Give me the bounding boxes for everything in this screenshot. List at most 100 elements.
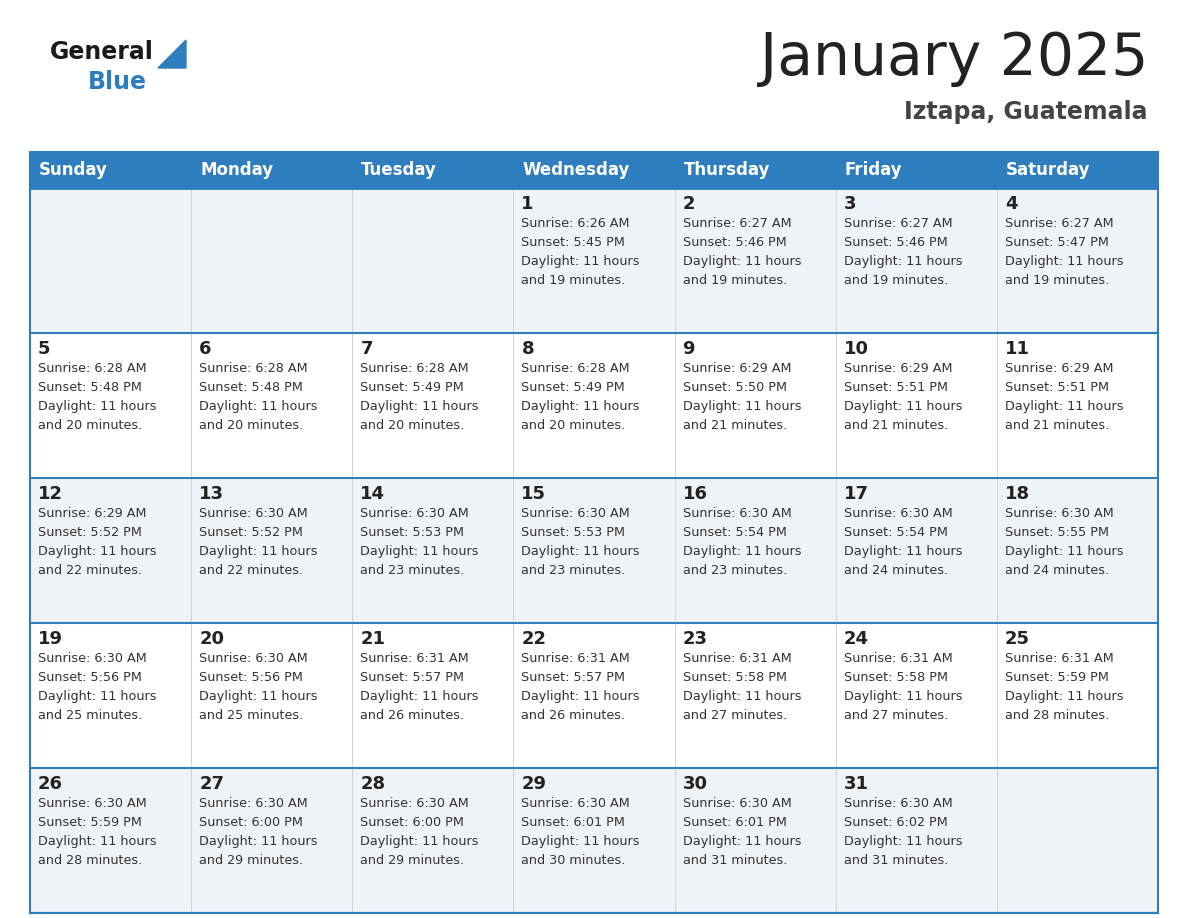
Text: January 2025: January 2025 — [759, 30, 1148, 87]
Text: 23: 23 — [683, 630, 708, 648]
Text: and 21 minutes.: and 21 minutes. — [1005, 419, 1110, 432]
Text: Thursday: Thursday — [683, 161, 770, 179]
Text: and 19 minutes.: and 19 minutes. — [683, 274, 786, 287]
Text: and 19 minutes.: and 19 minutes. — [1005, 274, 1110, 287]
Text: Sunrise: 6:30 AM: Sunrise: 6:30 AM — [522, 507, 630, 520]
Text: 15: 15 — [522, 485, 546, 503]
Text: 26: 26 — [38, 775, 63, 793]
Text: Daylight: 11 hours: Daylight: 11 hours — [683, 835, 801, 848]
Text: 18: 18 — [1005, 485, 1030, 503]
Text: Sunset: 5:47 PM: Sunset: 5:47 PM — [1005, 236, 1108, 249]
Text: and 20 minutes.: and 20 minutes. — [38, 419, 143, 432]
Text: 19: 19 — [38, 630, 63, 648]
Text: and 22 minutes.: and 22 minutes. — [38, 564, 143, 577]
Bar — [30, 478, 1158, 623]
Text: Sunrise: 6:30 AM: Sunrise: 6:30 AM — [360, 507, 469, 520]
Text: Sunset: 6:02 PM: Sunset: 6:02 PM — [843, 816, 948, 829]
Text: Daylight: 11 hours: Daylight: 11 hours — [360, 400, 479, 413]
Text: Daylight: 11 hours: Daylight: 11 hours — [843, 690, 962, 703]
Text: Daylight: 11 hours: Daylight: 11 hours — [200, 835, 317, 848]
Text: and 28 minutes.: and 28 minutes. — [38, 854, 143, 867]
Text: Sunset: 5:59 PM: Sunset: 5:59 PM — [1005, 671, 1108, 684]
Text: Sunset: 5:57 PM: Sunset: 5:57 PM — [522, 671, 625, 684]
Text: Sunset: 5:56 PM: Sunset: 5:56 PM — [200, 671, 303, 684]
Bar — [30, 152, 1158, 913]
Text: Sunrise: 6:30 AM: Sunrise: 6:30 AM — [1005, 507, 1113, 520]
Text: 21: 21 — [360, 630, 385, 648]
Text: 17: 17 — [843, 485, 868, 503]
Text: 14: 14 — [360, 485, 385, 503]
Text: 16: 16 — [683, 485, 708, 503]
Text: Sunrise: 6:26 AM: Sunrise: 6:26 AM — [522, 217, 630, 230]
Text: Sunrise: 6:31 AM: Sunrise: 6:31 AM — [360, 652, 469, 665]
Bar — [30, 623, 1158, 768]
Text: Sunrise: 6:30 AM: Sunrise: 6:30 AM — [38, 652, 147, 665]
Text: and 22 minutes.: and 22 minutes. — [200, 564, 303, 577]
Text: 5: 5 — [38, 340, 51, 358]
Text: Wednesday: Wednesday — [523, 161, 630, 179]
Text: Daylight: 11 hours: Daylight: 11 hours — [522, 255, 640, 268]
Text: Sunrise: 6:28 AM: Sunrise: 6:28 AM — [522, 362, 630, 375]
Text: 28: 28 — [360, 775, 385, 793]
Text: Sunset: 5:53 PM: Sunset: 5:53 PM — [522, 526, 625, 539]
Text: Blue: Blue — [88, 70, 147, 94]
Text: Daylight: 11 hours: Daylight: 11 hours — [843, 545, 962, 558]
Text: 22: 22 — [522, 630, 546, 648]
Text: Sunrise: 6:30 AM: Sunrise: 6:30 AM — [200, 507, 308, 520]
Text: Sunset: 6:01 PM: Sunset: 6:01 PM — [522, 816, 625, 829]
Text: Sunset: 5:46 PM: Sunset: 5:46 PM — [683, 236, 786, 249]
Text: Sunrise: 6:31 AM: Sunrise: 6:31 AM — [843, 652, 953, 665]
Text: 11: 11 — [1005, 340, 1030, 358]
Text: Sunset: 5:48 PM: Sunset: 5:48 PM — [200, 381, 303, 394]
Text: Tuesday: Tuesday — [361, 161, 437, 179]
Text: and 19 minutes.: and 19 minutes. — [522, 274, 626, 287]
Text: and 24 minutes.: and 24 minutes. — [843, 564, 948, 577]
Text: Sunrise: 6:27 AM: Sunrise: 6:27 AM — [843, 217, 953, 230]
Text: General: General — [50, 40, 154, 64]
Text: Daylight: 11 hours: Daylight: 11 hours — [522, 545, 640, 558]
Text: and 21 minutes.: and 21 minutes. — [843, 419, 948, 432]
Text: Sunset: 5:54 PM: Sunset: 5:54 PM — [843, 526, 948, 539]
Text: 27: 27 — [200, 775, 225, 793]
Text: and 23 minutes.: and 23 minutes. — [522, 564, 626, 577]
Text: Sunset: 5:49 PM: Sunset: 5:49 PM — [522, 381, 625, 394]
Bar — [30, 188, 1158, 333]
Text: 29: 29 — [522, 775, 546, 793]
Text: Sunrise: 6:28 AM: Sunrise: 6:28 AM — [360, 362, 469, 375]
Text: Daylight: 11 hours: Daylight: 11 hours — [1005, 545, 1124, 558]
Text: and 20 minutes.: and 20 minutes. — [522, 419, 626, 432]
Text: Saturday: Saturday — [1006, 161, 1091, 179]
Text: Sunrise: 6:29 AM: Sunrise: 6:29 AM — [843, 362, 953, 375]
Text: Daylight: 11 hours: Daylight: 11 hours — [38, 400, 157, 413]
Text: Sunset: 5:51 PM: Sunset: 5:51 PM — [1005, 381, 1108, 394]
Text: Sunrise: 6:30 AM: Sunrise: 6:30 AM — [843, 797, 953, 810]
Polygon shape — [158, 40, 187, 68]
Bar — [30, 152, 1158, 188]
Bar — [30, 333, 1158, 478]
Text: Sunset: 5:48 PM: Sunset: 5:48 PM — [38, 381, 141, 394]
Text: Iztapa, Guatemala: Iztapa, Guatemala — [904, 100, 1148, 124]
Text: Sunset: 6:00 PM: Sunset: 6:00 PM — [360, 816, 465, 829]
Text: 24: 24 — [843, 630, 868, 648]
Text: Sunset: 5:58 PM: Sunset: 5:58 PM — [683, 671, 786, 684]
Text: Daylight: 11 hours: Daylight: 11 hours — [38, 545, 157, 558]
Text: Sunrise: 6:30 AM: Sunrise: 6:30 AM — [200, 652, 308, 665]
Text: Daylight: 11 hours: Daylight: 11 hours — [522, 400, 640, 413]
Text: Sunset: 5:59 PM: Sunset: 5:59 PM — [38, 816, 141, 829]
Text: 9: 9 — [683, 340, 695, 358]
Text: Sunset: 5:45 PM: Sunset: 5:45 PM — [522, 236, 625, 249]
Text: 2: 2 — [683, 195, 695, 213]
Text: and 31 minutes.: and 31 minutes. — [843, 854, 948, 867]
Text: 13: 13 — [200, 485, 225, 503]
Text: Sunrise: 6:30 AM: Sunrise: 6:30 AM — [843, 507, 953, 520]
Bar — [30, 768, 1158, 913]
Text: and 27 minutes.: and 27 minutes. — [683, 709, 786, 722]
Text: 7: 7 — [360, 340, 373, 358]
Text: Sunrise: 6:31 AM: Sunrise: 6:31 AM — [522, 652, 630, 665]
Text: Daylight: 11 hours: Daylight: 11 hours — [683, 255, 801, 268]
Text: Daylight: 11 hours: Daylight: 11 hours — [360, 545, 479, 558]
Text: 30: 30 — [683, 775, 708, 793]
Text: Sunset: 5:56 PM: Sunset: 5:56 PM — [38, 671, 141, 684]
Text: Daylight: 11 hours: Daylight: 11 hours — [1005, 255, 1124, 268]
Text: and 27 minutes.: and 27 minutes. — [843, 709, 948, 722]
